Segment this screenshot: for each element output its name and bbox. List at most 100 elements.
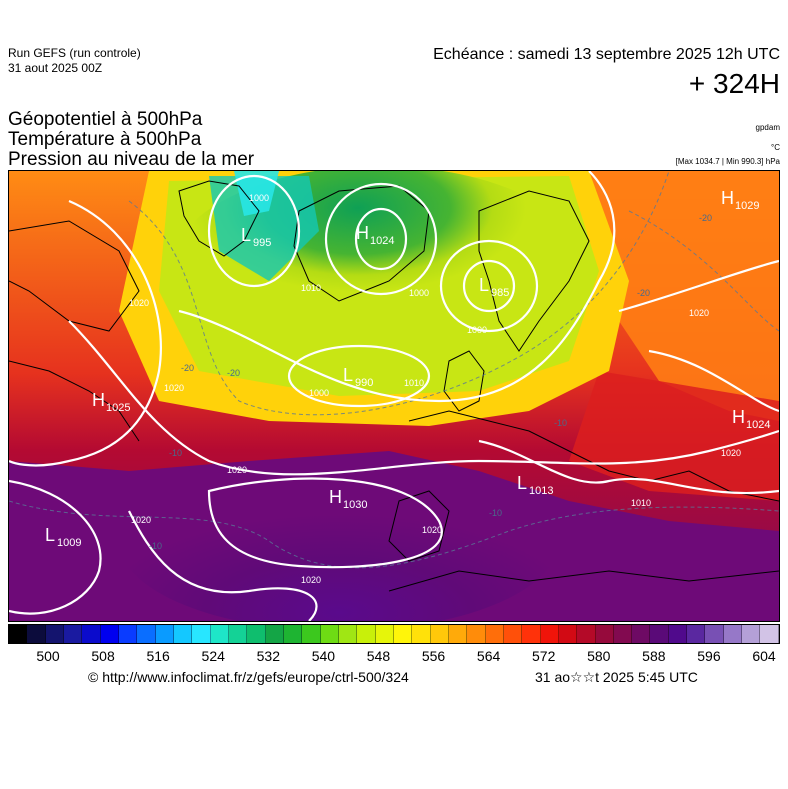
color-scale-cell	[192, 625, 211, 643]
pressure-center-value: 1009	[57, 537, 81, 549]
color-scale-cell	[760, 625, 779, 643]
isotherm-label: -20	[227, 368, 240, 378]
color-scale-cell	[210, 625, 229, 643]
color-scale-cell	[375, 625, 394, 643]
pressure-center-value: 1029	[735, 200, 759, 212]
color-scale-cell	[687, 625, 706, 643]
pressure-center-value: 1030	[343, 499, 367, 511]
color-scale-cell	[412, 625, 431, 643]
run-title: Run GEFS (run controle)	[8, 46, 141, 60]
forecast-valid-time: Echéance : samedi 13 septembre 2025 12h …	[433, 46, 780, 63]
color-scale-cell	[430, 625, 449, 643]
weather-map-canvas: H 1029 L 995 H 1024 L 985 L 990 H 1025	[8, 166, 780, 631]
lead-time: + 324H	[688, 68, 780, 99]
pressure-center: H 1025	[92, 390, 130, 414]
param-geopotential: Géopotentiel à 500hPa	[8, 109, 203, 130]
scale-tick-label: 500	[36, 648, 60, 664]
pressure-center: L 990	[343, 365, 373, 389]
pressure-center: L 995	[241, 225, 271, 249]
isobar-label: 1010	[404, 378, 424, 388]
color-scale-cell	[503, 625, 523, 643]
isobar-label: 1020	[129, 298, 149, 308]
unit-temperature: °C	[771, 143, 780, 152]
pressure-center-value: 1013	[529, 485, 553, 497]
pressure-center-type: L	[517, 473, 527, 493]
color-scale-cell	[357, 625, 376, 643]
color-scale-cell	[650, 625, 669, 643]
scale-tick-label: 580	[587, 648, 611, 664]
color-scale-cell	[27, 625, 46, 643]
color-scale-cell	[320, 625, 339, 643]
pressure-center: L 985	[479, 275, 509, 299]
color-scale-cell	[338, 625, 358, 643]
isobar-label: 1000	[309, 388, 329, 398]
isobar-label: 1000	[467, 325, 487, 335]
scale-tick-label: 572	[532, 648, 556, 664]
isobar-label: 1020	[422, 525, 442, 535]
color-scale-cell	[485, 625, 504, 643]
isobar-label: 1010	[631, 498, 651, 508]
isobar-label: 1010	[301, 283, 321, 293]
pressure-center-value: 1024	[746, 419, 770, 431]
pressure-center-type: H	[356, 223, 369, 243]
color-scale-cell	[137, 625, 156, 643]
pressure-center-type: H	[92, 390, 105, 410]
run-date: 31 aout 2025 00Z	[8, 61, 103, 75]
color-scale-cell	[742, 625, 761, 643]
scale-tick-label: 596	[697, 648, 721, 664]
pressure-center-value: 1025	[106, 402, 130, 414]
color-scale-cell	[723, 625, 743, 643]
param-pressure: Pression au niveau de la mer	[8, 149, 255, 170]
pressure-center-value: 985	[491, 287, 509, 299]
pressure-center-type: H	[721, 188, 734, 208]
color-scale-cell	[595, 625, 614, 643]
isotherm-label: -10	[554, 418, 567, 428]
color-scale-cell	[283, 625, 303, 643]
color-scale-cell	[173, 625, 193, 643]
color-scale-cell	[668, 625, 688, 643]
color-scale-cell	[9, 625, 28, 643]
color-scale-cell	[228, 625, 248, 643]
color-scale-cell	[45, 625, 64, 643]
pressure-center: H 1024	[732, 407, 770, 431]
weather-map: H 1029 L 995 H 1024 L 985 L 990 H 1025	[8, 166, 780, 631]
color-scale-cell	[632, 625, 651, 643]
pressure-center-type: L	[343, 365, 353, 385]
pressure-center-type: L	[479, 275, 489, 295]
color-scale-cell	[247, 625, 266, 643]
pressure-center: L 1013	[517, 473, 553, 497]
isotherm-label: -10	[489, 508, 502, 518]
scale-tick-label: 524	[201, 648, 225, 664]
scale-tick-label: 556	[421, 648, 446, 664]
isobar-label: 1020	[131, 515, 151, 525]
pressure-center-type: L	[45, 525, 55, 545]
color-scale-cell	[265, 625, 284, 643]
isotherm-label: -20	[699, 213, 712, 223]
isotherm-label: -20	[181, 363, 194, 373]
color-scale-cell	[100, 625, 119, 643]
color-scale-cell	[118, 625, 138, 643]
generated-time: 31 ao☆☆t 2025 5:45 UTC	[535, 669, 698, 685]
pressure-center-type: L	[241, 225, 251, 245]
color-scale-cell	[577, 625, 596, 643]
isobar-label: 1020	[164, 383, 184, 393]
pressure-center: H 1030	[329, 487, 367, 511]
color-scale-cell	[302, 625, 321, 643]
isobar-label: 1000	[249, 193, 269, 203]
color-scale-cell	[82, 625, 101, 643]
scale-tick-label: 588	[642, 648, 666, 664]
color-scale-cell	[448, 625, 468, 643]
pressure-center-type: H	[732, 407, 745, 427]
isobar-label: 1000	[409, 288, 429, 298]
scale-tick-label: 540	[311, 648, 336, 664]
isotherm-label: -10	[169, 448, 182, 458]
scale-tick-label: 604	[752, 648, 776, 664]
color-scale-cell	[613, 625, 633, 643]
isobar-label: 1020	[227, 465, 247, 475]
isotherm-label: -10	[149, 541, 162, 551]
scale-tick-label: 532	[256, 648, 280, 664]
isotherm-label: -20	[637, 288, 650, 298]
pressure-center-value: 1024	[370, 235, 394, 247]
scale-tick-label: 516	[146, 648, 170, 664]
pressure-center-value: 990	[355, 377, 373, 389]
